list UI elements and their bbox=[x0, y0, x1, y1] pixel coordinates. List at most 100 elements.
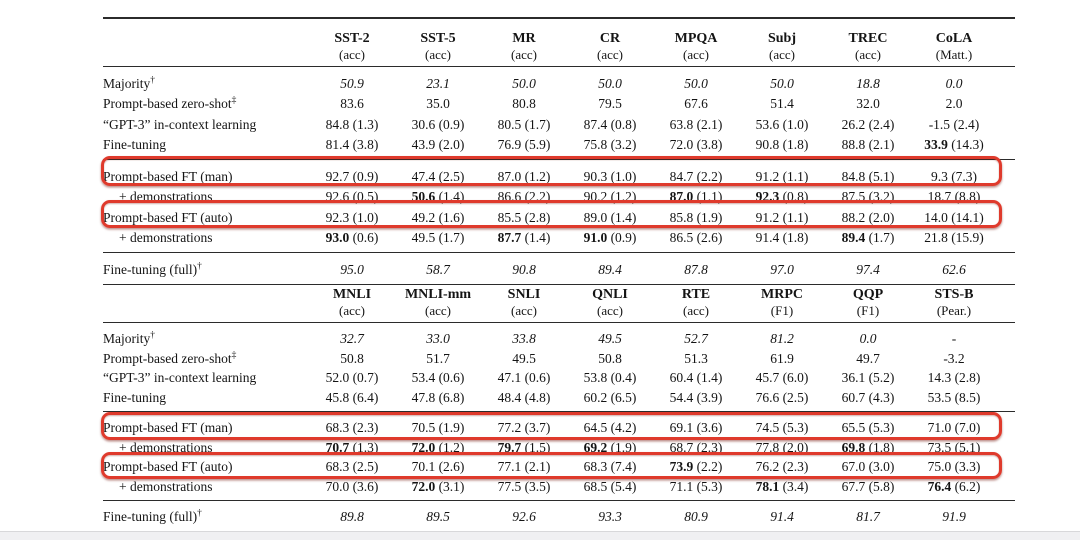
table-cell: 81.7 bbox=[825, 500, 911, 533]
column-task-name: QQP bbox=[852, 287, 884, 302]
row-label: + demonstrations bbox=[119, 439, 213, 455]
table-cell: 48.4 (4.8) bbox=[497, 389, 551, 405]
table-cell: 43.9 (2.0) bbox=[411, 137, 465, 153]
column-task-name: Subj bbox=[739, 17, 825, 47]
table-cell: 49.5 (1.7) bbox=[411, 230, 465, 246]
table-cell: 81.4 (3.8) bbox=[325, 137, 379, 153]
table-cell: 26.2 (2.4) bbox=[841, 116, 895, 132]
window-bottom-edge bbox=[0, 531, 1080, 540]
table-row: Prompt-based zero-shot‡ 50.8 51.7 49.5 50.8 5… bbox=[103, 349, 1015, 369]
table-cell: 79.7 (1.5) bbox=[497, 439, 551, 455]
column-metric: (acc) bbox=[825, 47, 911, 67]
table-cell: 72.0 (1.2) bbox=[411, 439, 465, 455]
table-cell: 21.8 (15.9) bbox=[924, 230, 984, 246]
table-cell: 97.0 bbox=[739, 252, 825, 285]
table-cell: 92.6 bbox=[481, 500, 567, 533]
table-cell: 85.5 (2.8) bbox=[497, 209, 551, 225]
table-cell: 91.4 (1.8) bbox=[755, 230, 809, 246]
table-cell: 85.8 (1.9) bbox=[669, 209, 723, 225]
spacer bbox=[997, 114, 1015, 135]
table-cell: 67.0 (3.0) bbox=[841, 459, 895, 475]
row-label: Prompt-based FT (auto) bbox=[103, 459, 233, 475]
column-metric: (acc) bbox=[395, 303, 481, 323]
table-cell: -1.5 (2.4) bbox=[928, 116, 980, 132]
column-task-name: CoLA bbox=[911, 17, 997, 47]
column-metric: (acc) bbox=[309, 303, 395, 323]
table-cell: 9.3 (7.3) bbox=[911, 159, 997, 187]
column-task-name: CR bbox=[567, 17, 653, 47]
table-cell: 47.8 (6.8) bbox=[411, 389, 465, 405]
table-cell: 89.4 (1.7) bbox=[841, 230, 895, 246]
row-label: + demonstrations bbox=[119, 230, 213, 246]
table-cell: 60.7 (4.3) bbox=[841, 389, 895, 405]
table-cell: 32.0 bbox=[856, 96, 880, 112]
table-cell: 50.0 bbox=[770, 75, 794, 91]
row-label: Fine-tuning bbox=[103, 389, 166, 405]
row-label: Prompt-based FT (auto) bbox=[103, 209, 233, 225]
row-label: Fine-tuning bbox=[103, 137, 166, 153]
table-cell: 45.7 (6.0) bbox=[755, 370, 809, 386]
column-metric: (acc) bbox=[481, 47, 567, 67]
spacer bbox=[997, 275, 1015, 303]
spacer bbox=[997, 228, 1015, 253]
row-label: Prompt-based FT (man) bbox=[103, 411, 309, 438]
column-metric: (acc) bbox=[653, 303, 739, 323]
table-cell: 91.4 bbox=[739, 500, 825, 533]
table-cell: 60.2 (6.5) bbox=[583, 389, 637, 405]
table-cell: 30.6 (0.9) bbox=[411, 116, 465, 132]
table-cell: 53.4 (0.6) bbox=[411, 370, 465, 386]
column-task-name: RTE bbox=[681, 287, 711, 302]
table-row: Prompt-based FT (auto) 92.3 (1.0) 49.2 (1.… bbox=[103, 207, 1015, 228]
table-cell: 68.7 (2.3) bbox=[669, 439, 723, 455]
table-cell: 80.9 bbox=[653, 500, 739, 533]
table-cell: 33.9 (14.3) bbox=[924, 137, 984, 153]
column-header-row: SST-2 SST-5 MR CR MPQA Subj TREC CoLA bbox=[103, 17, 1015, 47]
table-row: Majority† 50.9 23.1 50.0 50.0 50.0 50.0 18.8 0.0 bbox=[103, 67, 1015, 94]
table-cell: 67.6 bbox=[684, 96, 708, 112]
table-cell: 50.8 bbox=[598, 350, 622, 366]
table-cell: 68.3 (7.4) bbox=[583, 459, 637, 475]
table-cell: 18.8 bbox=[856, 75, 880, 91]
table-cell: 2.0 bbox=[945, 96, 963, 112]
column-task-name: QNLI bbox=[592, 287, 628, 302]
table-cell: 50.0 bbox=[512, 75, 536, 91]
table-row: + demonstrations 70.0 (3.6) 72.0 (3.1) 77.5… bbox=[103, 477, 1015, 501]
table-cell: 91.2 (1.1) bbox=[755, 209, 809, 225]
table-row: Majority† 32.7 33.0 33.8 49.5 52.7 81.2 0.0 - bbox=[103, 323, 1015, 349]
table-cell: 87.8 bbox=[653, 252, 739, 285]
table-cell: 95.0 bbox=[309, 252, 395, 285]
column-task-name: MNLI-mm bbox=[404, 287, 472, 302]
column-task-name: MNLI bbox=[332, 287, 372, 302]
table-cell: 88.2 (2.0) bbox=[841, 209, 895, 225]
table-cell: 70.1 (2.6) bbox=[411, 459, 465, 475]
table-cell: 36.1 (5.2) bbox=[841, 370, 895, 386]
table-cell: 0.0 bbox=[945, 75, 963, 91]
column-metric: (acc) bbox=[481, 303, 567, 323]
column-metric: (acc) bbox=[739, 47, 825, 67]
table-cell: 47.1 (0.6) bbox=[497, 370, 551, 386]
column-task-name: MRPC bbox=[761, 287, 803, 302]
results-table-sentence-pair: MNLI MNLI-mm SNLI QNLI RTE MRPC QQP STS-B (acc)(… bbox=[103, 275, 1015, 533]
table-cell: 49.2 (1.6) bbox=[411, 209, 465, 225]
table-cell: 77.5 (3.5) bbox=[497, 478, 551, 494]
table-cell: 32.7 bbox=[340, 331, 364, 347]
table-cell: 90.3 (1.0) bbox=[567, 159, 653, 187]
table-cell: 76.6 (2.5) bbox=[755, 389, 809, 405]
table-cell: 58.7 bbox=[395, 252, 481, 285]
table-cell: 84.7 (2.2) bbox=[653, 159, 739, 187]
table-cell: 76.2 (2.3) bbox=[755, 459, 809, 475]
table-cell: 91.9 bbox=[911, 500, 997, 533]
table-cell: 90.8 bbox=[481, 252, 567, 285]
table-cell: 72.0 (3.1) bbox=[411, 478, 465, 494]
highlight-box-prompt-ft-man-single bbox=[101, 156, 1002, 186]
spacer bbox=[997, 47, 1015, 67]
spacer bbox=[997, 135, 1015, 160]
table-cell: 70.7 (1.3) bbox=[325, 439, 379, 455]
table-cell: 76.9 (5.9) bbox=[497, 137, 551, 153]
table-cell: 52.7 bbox=[684, 331, 708, 347]
column-task-name: MPQA bbox=[653, 17, 739, 47]
spacer bbox=[997, 303, 1015, 323]
row-label-header bbox=[103, 17, 309, 47]
column-task-name: SNLI bbox=[507, 287, 541, 302]
